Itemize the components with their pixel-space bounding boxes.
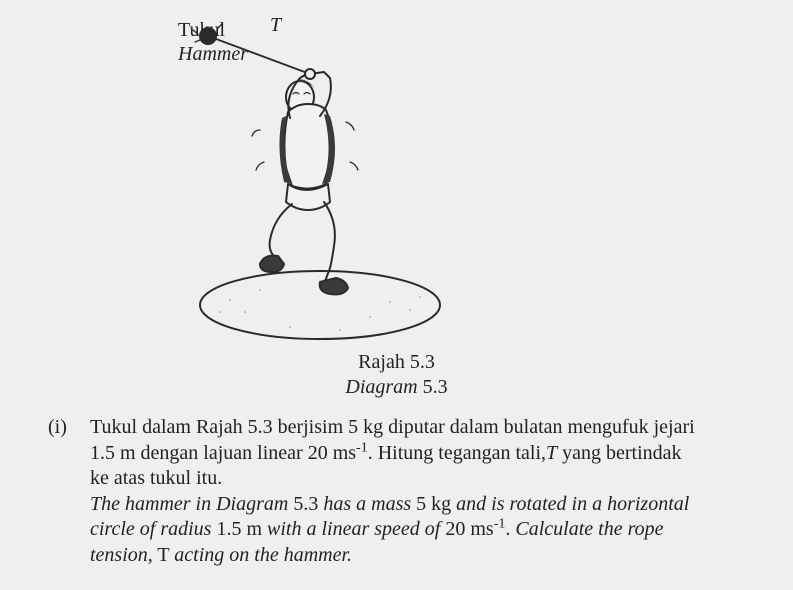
q-malay-2c: yang bertindak (557, 442, 681, 464)
q-eng-2c: with a linear speed of (267, 518, 440, 540)
q-malay-2b: . Hitung tegangan tali, (368, 442, 546, 464)
q-malay-1: Tukul dalam Rajah 5.3 berjisim 5 kg dipu… (90, 416, 695, 438)
q-sup-2: -1 (494, 517, 506, 532)
caption-number: 5.3 (418, 376, 448, 398)
q-eng-1c: has a mass (323, 493, 411, 515)
athlete-illustration (160, 12, 460, 352)
q-eng-3a: tension, (90, 544, 153, 566)
q-eng-1a: The hammer in Diagram (90, 493, 288, 515)
q-malay-2a: 1.5 m dengan lajuan linear 20 ms (90, 442, 356, 464)
q-sup-1: -1 (356, 440, 368, 455)
q-eng-1d: 5 kg (411, 493, 456, 515)
question-marker: (i) (48, 415, 90, 569)
q-eng-2d: 20 ms (440, 518, 493, 540)
figure-caption: Rajah 5.3 Diagram 5.3 (0, 350, 793, 400)
caption-english: Diagram (345, 376, 417, 398)
figure-region: T Tukul Hammer (170, 10, 470, 345)
q-eng-1f: is rotated in a horizontal (486, 493, 689, 515)
question-body: Tukul dalam Rajah 5.3 berjisim 5 kg dipu… (90, 415, 748, 569)
q-eng-3c: acting on the hammer. (174, 544, 352, 566)
q-eng-1e: and (456, 493, 486, 515)
q-eng-2f: Calculate the rope (515, 518, 663, 540)
q-eng-2a: circle of radius (90, 518, 211, 540)
q-eng-2e: . (505, 518, 515, 540)
question-block: (i) Tukul dalam Rajah 5.3 berjisim 5 kg … (48, 415, 748, 569)
q-eng-3b: T (153, 544, 175, 566)
caption-malay: Rajah 5.3 (358, 351, 435, 373)
q-malay-T: T (546, 442, 557, 464)
q-malay-3: ke atas tukul itu. (90, 467, 222, 489)
q-eng-2b: 1.5 m (211, 518, 267, 540)
q-eng-1b: 5.3 (288, 493, 323, 515)
